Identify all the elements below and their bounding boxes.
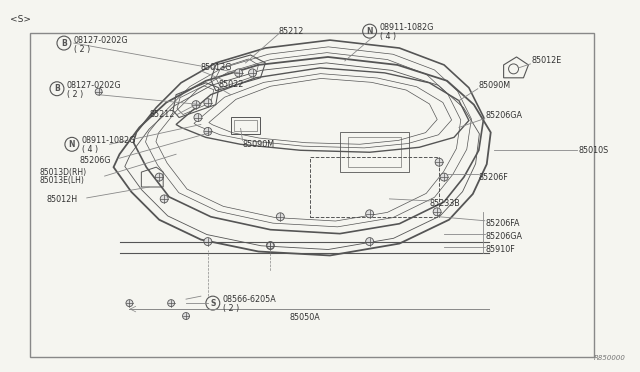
Text: 85012E: 85012E [531, 57, 562, 65]
Text: 08911-1082G: 08911-1082G [380, 23, 434, 32]
Text: B: B [61, 39, 67, 48]
Text: ( 4 ): ( 4 ) [82, 145, 98, 154]
Text: 85212: 85212 [278, 27, 304, 36]
Text: 85013E(LH): 85013E(LH) [39, 176, 84, 185]
Text: R850000: R850000 [594, 355, 626, 361]
Circle shape [276, 213, 284, 221]
Circle shape [267, 242, 274, 249]
Text: ( 4 ): ( 4 ) [380, 32, 396, 41]
Circle shape [235, 69, 243, 77]
Text: ( 2 ): ( 2 ) [67, 90, 83, 99]
Text: 85910F: 85910F [486, 245, 515, 254]
Text: 85206FA: 85206FA [486, 219, 520, 228]
Circle shape [156, 173, 163, 181]
Bar [340, 132, 410, 172]
Text: 85013D(RH): 85013D(RH) [39, 168, 86, 177]
Bar [30, 33, 594, 357]
Circle shape [248, 69, 257, 77]
Bar [234, 119, 257, 131]
Text: 85233B: 85233B [429, 199, 460, 208]
Circle shape [440, 173, 448, 181]
Text: 85212: 85212 [149, 110, 175, 119]
Text: B: B [54, 84, 60, 93]
Circle shape [182, 312, 189, 320]
Text: N: N [366, 27, 373, 36]
Circle shape [194, 113, 202, 122]
Text: S: S [210, 299, 216, 308]
Circle shape [204, 238, 212, 246]
Circle shape [126, 299, 133, 307]
Bar [310, 157, 439, 217]
Bar [348, 137, 401, 167]
Text: 08127-0202G: 08127-0202G [67, 81, 122, 90]
Text: 85050A: 85050A [290, 312, 321, 321]
Text: 85012H: 85012H [46, 195, 77, 204]
Circle shape [204, 99, 212, 107]
Circle shape [204, 128, 212, 135]
Text: 08911-1082G: 08911-1082G [82, 136, 136, 145]
Bar [230, 116, 260, 134]
Text: 08127-0202G: 08127-0202G [74, 36, 129, 45]
Text: 85206G: 85206G [80, 156, 111, 165]
Text: 85206GA: 85206GA [486, 111, 523, 120]
Text: <S>: <S> [10, 15, 31, 24]
Circle shape [365, 210, 374, 218]
Text: 85090M: 85090M [243, 140, 275, 149]
Text: 85206F: 85206F [479, 173, 509, 182]
Text: ( 2 ): ( 2 ) [74, 45, 90, 54]
Text: 85022: 85022 [219, 80, 244, 89]
Text: ( 2 ): ( 2 ) [223, 304, 239, 312]
Text: 85206GA: 85206GA [486, 232, 523, 241]
Text: 85090M: 85090M [479, 81, 511, 90]
Text: N: N [68, 140, 75, 149]
Circle shape [160, 195, 168, 203]
Text: 85013G: 85013G [201, 63, 232, 73]
Circle shape [95, 88, 102, 95]
Text: 08566-6205A: 08566-6205A [223, 295, 276, 304]
Circle shape [192, 101, 200, 109]
Circle shape [433, 208, 441, 216]
Circle shape [168, 299, 175, 307]
Circle shape [365, 238, 374, 246]
Circle shape [435, 158, 443, 166]
Text: 85010S: 85010S [578, 146, 608, 155]
Circle shape [266, 241, 275, 250]
